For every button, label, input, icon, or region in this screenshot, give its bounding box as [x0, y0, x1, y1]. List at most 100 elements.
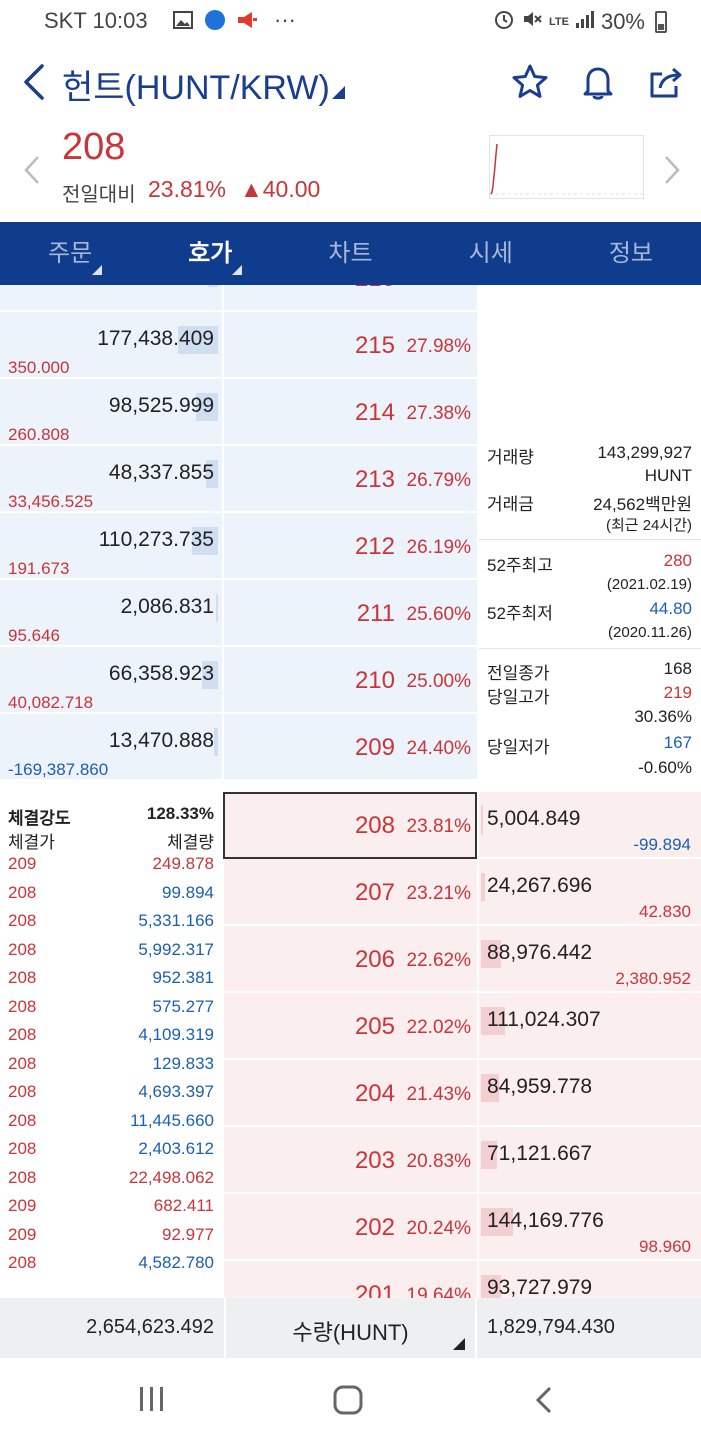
- bid-price: 201: [354, 1281, 395, 1298]
- bid-price-cell[interactable]: 203 20.83%: [224, 1127, 477, 1194]
- star-icon[interactable]: [510, 62, 550, 102]
- ask-volume: 2,086.831: [120, 595, 214, 618]
- home-icon[interactable]: [333, 1385, 363, 1420]
- mute-icon: [521, 8, 543, 36]
- bid-price-cell[interactable]: 204 21.43%: [224, 1060, 477, 1127]
- unit-selector[interactable]: 수량(HUNT): [224, 1298, 477, 1358]
- tab-4[interactable]: 정보: [561, 222, 701, 285]
- tab-2[interactable]: 차트: [280, 222, 420, 285]
- trade-history: 체결강도 128.33% 체결가 체결량 209 249.878 208 99.894…: [0, 792, 222, 1298]
- trade-price: 208: [8, 996, 37, 1016]
- ask-price-cell[interactable]: 213 26.79%: [224, 446, 477, 513]
- bid-volume-cell[interactable]: 5,004.849 -99.894: [479, 792, 701, 859]
- bid-volume-bar: [481, 940, 501, 968]
- ask-volume-cell[interactable]: 110,273.735 191.673: [0, 513, 222, 580]
- bid-volume: 93,727.979: [487, 1276, 593, 1298]
- bid-volume-cell[interactable]: 93,727.979: [479, 1261, 701, 1298]
- battery-percent: 30%: [600, 9, 645, 34]
- ask-volume-bar: [192, 527, 218, 555]
- ask-percent: 24.40%: [406, 738, 471, 759]
- bid-total-cell: 1,829,794.430: [479, 1298, 701, 1358]
- bid-volume-cell[interactable]: 88,976.442 2,380.952: [479, 926, 701, 993]
- tab-3[interactable]: 시세: [421, 222, 561, 285]
- bid-price-cell[interactable]: 205 22.02%: [224, 993, 477, 1060]
- share-icon[interactable]: [646, 62, 686, 102]
- ask-price-cell[interactable]: 216 28.57%: [224, 285, 477, 312]
- ask-price: 213: [354, 466, 395, 493]
- next-coin-icon[interactable]: [662, 154, 682, 186]
- prev-coin-icon[interactable]: [22, 154, 42, 186]
- ask-volume-change: 95.646: [8, 626, 60, 645]
- title-dropdown-icon[interactable]: [332, 86, 345, 99]
- ask-volume-cell[interactable]: 32,277.030: [0, 285, 222, 312]
- ask-volume: 177,438.409: [97, 327, 214, 350]
- unit-dropdown-icon[interactable]: [453, 1338, 465, 1350]
- trade-qty: 22,498.062: [128, 1167, 214, 1187]
- ask-volume-cell[interactable]: 98,525.999 260.808: [0, 379, 222, 446]
- tab-0[interactable]: 주문: [0, 222, 140, 285]
- ask-volume-cell[interactable]: 48,337.855 33,456.525: [0, 446, 222, 513]
- tab-dropdown-icon: [232, 265, 243, 275]
- app-header: 헌트(HUNT/KRW): [0, 50, 701, 112]
- ask-price: 215: [354, 332, 395, 359]
- trade-qty: 5,992.317: [138, 939, 214, 959]
- bell-icon[interactable]: [578, 62, 618, 102]
- ask-volume-change: -169,387.860: [8, 760, 109, 779]
- ask-price-cell[interactable]: 214 27.38%: [224, 379, 477, 446]
- ask-volume-bar: [196, 393, 218, 421]
- ask-percent: 27.38%: [406, 403, 471, 424]
- coin-title[interactable]: 헌트(HUNT/KRW): [62, 69, 330, 107]
- ask-price: 209: [354, 734, 395, 761]
- bid-volume-cell[interactable]: 24,267.696 42.830: [479, 859, 701, 926]
- ask-volume-cell[interactable]: 2,086.831 95.646: [0, 580, 222, 647]
- trade-price: 208: [8, 1167, 37, 1187]
- tab-1[interactable]: 호가: [140, 222, 280, 285]
- ask-percent: 28.57%: [407, 285, 471, 291]
- ask-volume-cell[interactable]: 66,358.923 40,082.718: [0, 647, 222, 714]
- ask-price-cell[interactable]: 211 25.60%: [224, 580, 477, 647]
- bid-price-cell[interactable]: 208 23.81%: [224, 792, 477, 859]
- trade-price: 208: [8, 968, 37, 987]
- nav-back-icon[interactable]: [534, 1385, 554, 1420]
- bid-price: 206: [354, 946, 395, 973]
- ask-percent: 25.00%: [406, 671, 471, 692]
- bid-price-cell[interactable]: 201 19.64%: [224, 1261, 477, 1298]
- unit-label: 수량(HUNT): [292, 1320, 409, 1345]
- ask-price-cell[interactable]: 210 25.00%: [224, 647, 477, 714]
- ask-volume: 48,337.855: [108, 461, 214, 484]
- ask-volume-cell[interactable]: 177,438.409 350.000: [0, 312, 222, 379]
- bid-volume: 144,169.776: [487, 1209, 604, 1232]
- ask-volume-cell[interactable]: 13,470.888 -169,387.860: [0, 714, 222, 781]
- bid-volume-cell[interactable]: 144,169.776 98.960: [479, 1194, 701, 1261]
- ask-price: 214: [354, 399, 395, 426]
- bid-volume-cell[interactable]: 84,959.778: [479, 1060, 701, 1127]
- bid-volume-cell[interactable]: 111,024.307: [479, 993, 701, 1060]
- back-icon[interactable]: [18, 62, 48, 102]
- trade-col-qty: 체결량: [167, 833, 214, 852]
- trade-qty: 99.894: [162, 882, 214, 902]
- bid-volume: 5,004.849: [487, 807, 581, 830]
- bid-volume-cell[interactable]: 71,121.667: [479, 1127, 701, 1194]
- recent-apps-icon[interactable]: [138, 1386, 166, 1417]
- bid-price-cell[interactable]: 202 20.24%: [224, 1194, 477, 1261]
- ask-volume: 66,358.923: [108, 662, 214, 685]
- bid-price-cell[interactable]: 206 22.62%: [224, 926, 477, 993]
- ask-price-cell[interactable]: 209 24.40%: [224, 714, 477, 781]
- bid-volume-bar: [481, 1141, 497, 1169]
- trade-price: 208: [8, 939, 37, 959]
- ask-price-cell[interactable]: 215 27.98%: [224, 312, 477, 379]
- ask-price: 216: [355, 285, 395, 293]
- ask-volume: 98,525.999: [108, 394, 214, 417]
- diff-percent: 23.81%: [148, 176, 227, 202]
- battery-icon: [655, 11, 667, 33]
- trade-price: 208: [8, 882, 37, 902]
- bid-price-cell[interactable]: 207 23.21%: [224, 859, 477, 926]
- bid-volume-bar: [481, 1275, 501, 1298]
- trade-qty: 2,403.612: [138, 1139, 214, 1158]
- tab-label: 차트: [328, 240, 373, 267]
- bid-volume-change: 2,380.952: [615, 969, 691, 988]
- ask-price-cell[interactable]: 212 26.19%: [224, 513, 477, 580]
- trade-qty: 92.977: [162, 1224, 214, 1244]
- bid-volume: 111,024.307: [487, 1008, 601, 1031]
- mini-chart[interactable]: [489, 135, 645, 199]
